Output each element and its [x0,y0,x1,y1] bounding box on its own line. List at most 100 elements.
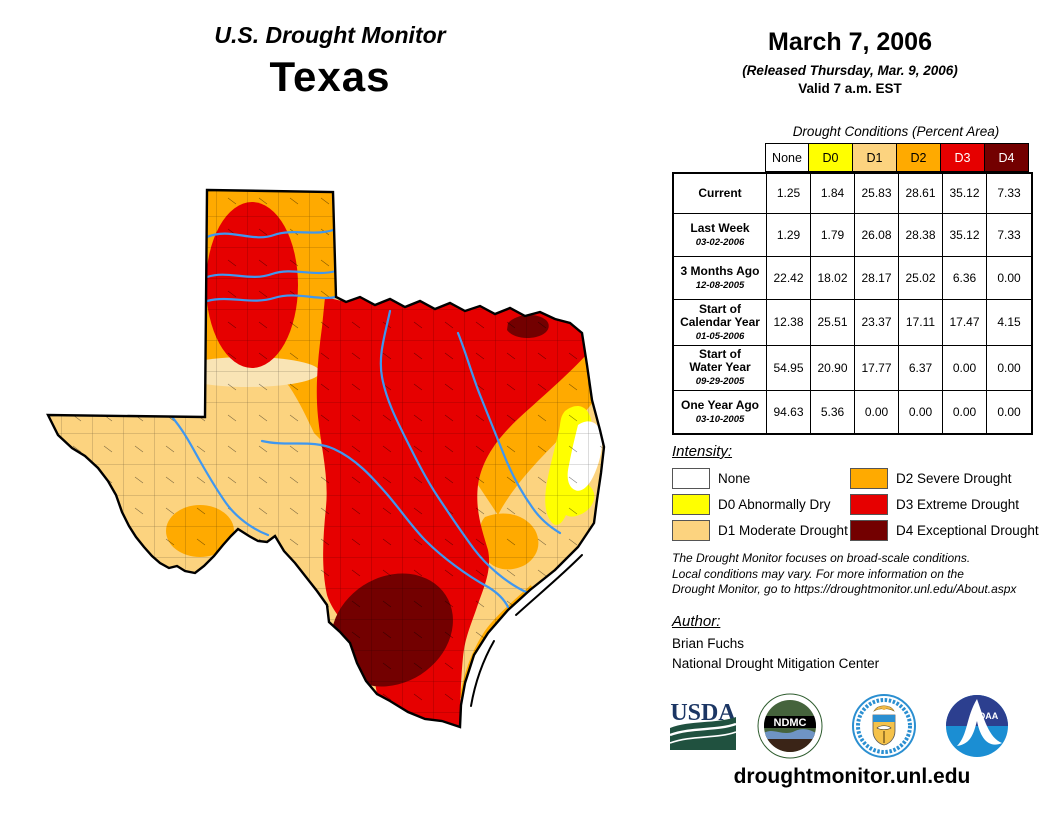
legend-swatch [672,468,710,489]
map-date: March 7, 2006 [768,28,932,56]
state-title: Texas [269,53,391,100]
table-cell: 28.38 [899,214,943,257]
author-org: National Drought Mitigation Center [672,656,880,671]
release-date: (Released Thursday, Mar. 9, 2006) [742,63,958,78]
legend-label: D4 Exceptional Drought [896,523,1039,538]
legend-item: D1 Moderate Drought [672,520,848,541]
table-row-label: 3 Months Ago 12-08-2005 [674,257,767,300]
legend-swatch [672,494,710,515]
table-row-label: Last Week 03-02-2006 [674,214,767,257]
table-row-label: Start of Calendar Year 01-05-2006 [674,300,767,346]
legend-label: D2 Severe Drought [896,471,1012,486]
county-lines [48,190,604,727]
table-cell: 0.00 [987,346,1031,391]
legend-label: D1 Moderate Drought [718,523,848,538]
table-body: Current 1.25 1.84 25.83 28.61 35.12 7.33 Last W… [672,172,1033,435]
disclaimer-line: Drought Monitor, go to https://droughtmo… [672,582,1017,596]
legend-label: D0 Abnormally Dry [718,497,831,512]
legend-label: None [718,471,751,486]
table-caption: Drought Conditions (Percent Area) [792,124,1000,139]
ndmc-logo: NDMC [757,693,823,759]
table-cell: 0.00 [943,391,987,433]
map-title-block: U.S. Drought Monitor Texas [130,22,530,101]
table-cell: 18.02 [811,257,855,300]
table-cell: 17.11 [899,300,943,346]
legend-item: None [672,468,750,489]
legend-item: D4 Exceptional Drought [850,520,1039,541]
table-header-spacer [672,143,765,172]
table-cell: 0.00 [943,346,987,391]
table-cell: 1.84 [811,174,855,214]
rivers [170,227,562,609]
table-cell: 1.79 [811,214,855,257]
legend-item: D3 Extreme Drought [850,494,1019,515]
table-header-cell: D4 [985,143,1029,172]
table-row-label: Current [674,174,767,214]
table-cell: 94.63 [767,391,811,433]
table-cell: 22.42 [767,257,811,300]
table-cell: 1.25 [767,174,811,214]
usda-logo: USDA [669,700,737,750]
table-cell: 0.00 [899,391,943,433]
table-cell: 35.12 [943,214,987,257]
table-row-label: One Year Ago 03-10-2005 [674,391,767,433]
doc-seal-logo [852,694,916,758]
table-cell: 54.95 [767,346,811,391]
table-cell: 25.51 [811,300,855,346]
table-header-cell: D0 [809,143,853,172]
page-title: U.S. Drought Monitor [214,22,446,48]
noaa-logo: NOAA [946,695,1008,757]
table-row-label: Start of Water Year 09-29-2005 [674,346,767,391]
table-cell: 17.47 [943,300,987,346]
author-name: Brian Fuchs [672,636,745,651]
table-cell: 0.00 [987,257,1031,300]
table-cell: 0.00 [855,391,899,433]
table-cell: 6.37 [899,346,943,391]
table-cell: 25.83 [855,174,899,214]
table-cell: 28.17 [855,257,899,300]
author-heading: Author: [672,613,721,630]
disclaimer-line: Local conditions may vary. For more info… [672,566,964,581]
disclaimer-line: The Drought Monitor focuses on broad-sca… [672,551,971,565]
table-cell: 26.08 [855,214,899,257]
ndmc-text: NDMC [774,717,807,729]
table-header-cell: D3 [941,143,985,172]
table-cell: 4.15 [987,300,1031,346]
table-cell: 6.36 [943,257,987,300]
table-header-cell: D2 [897,143,941,172]
state-border [46,188,606,729]
table-header-cell: None [765,143,809,172]
table-cell: 12.38 [767,300,811,346]
disclaimer-text: The Drought Monitor focuses on broad-sca… [672,551,1042,598]
table-cell: 5.36 [811,391,855,433]
legend-swatch [672,520,710,541]
drought-regions [48,190,604,727]
footer-url[interactable]: droughtmonitor.unl.edu [733,765,971,788]
drought-table: None D0 D1 D2 D3 D4 Current 1.25 1.84 25.83 28.61… [672,143,1033,435]
table-cell: 7.33 [987,214,1031,257]
table-cell: 28.61 [899,174,943,214]
table-cell: 20.90 [811,346,855,391]
table-header-row: None D0 D1 D2 D3 D4 [672,143,1033,172]
noaa-text: NOAA [972,711,999,721]
table-cell: 17.77 [855,346,899,391]
valid-time: Valid 7 a.m. EST [798,81,902,96]
legend-swatch [850,494,888,515]
texas-drought-map [46,188,606,729]
legend-swatch [850,468,888,489]
table-cell: 35.12 [943,174,987,214]
table-cell: 25.02 [899,257,943,300]
table-cell: 7.33 [987,174,1031,214]
legend-label: D3 Extreme Drought [896,497,1020,512]
legend-item: D0 Abnormally Dry [672,494,831,515]
barrier-islands [468,552,585,709]
table-cell: 1.29 [767,214,811,257]
legend-swatch [850,520,888,541]
table-cell: 0.00 [997,404,1021,419]
table-cell: 23.37 [855,300,899,346]
table-header-cell: D1 [853,143,897,172]
date-block: March 7, 2006 (Released Thursday, Mar. 9… [700,28,1000,96]
legend-heading: Intensity: [672,443,733,460]
legend-item: D2 Severe Drought [850,468,1012,489]
